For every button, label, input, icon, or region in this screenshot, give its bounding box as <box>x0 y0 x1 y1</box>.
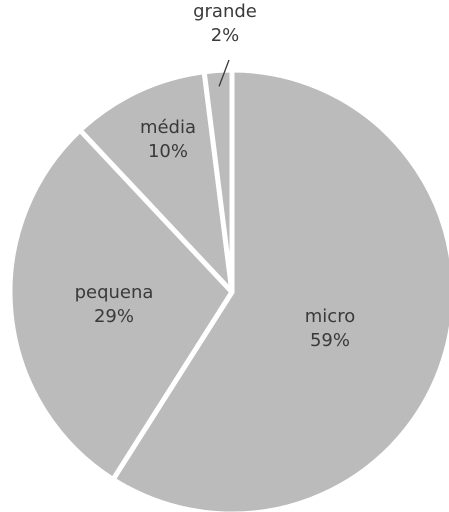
pie-slice-grande <box>201 67 235 295</box>
leader-line-grande <box>218 59 230 87</box>
slice-label-grande: grande <box>193 1 257 22</box>
pie-slice-pequena <box>7 127 235 482</box>
slice-label-média: média <box>140 117 196 138</box>
slice-value-média: 10% <box>148 141 188 162</box>
slice-label-pequena: pequena <box>75 282 154 303</box>
pie-slice-média <box>77 69 235 295</box>
pie-slice-micro <box>110 67 449 512</box>
slices <box>7 67 449 512</box>
slice-labels: micro 59% pequena 29% média 10% grande 2% <box>75 1 356 351</box>
slice-value-micro: 59% <box>310 330 350 351</box>
slice-value-pequena: 29% <box>94 306 134 327</box>
slice-label-micro: micro <box>305 306 355 327</box>
slice-value-grande: 2% <box>211 25 240 46</box>
